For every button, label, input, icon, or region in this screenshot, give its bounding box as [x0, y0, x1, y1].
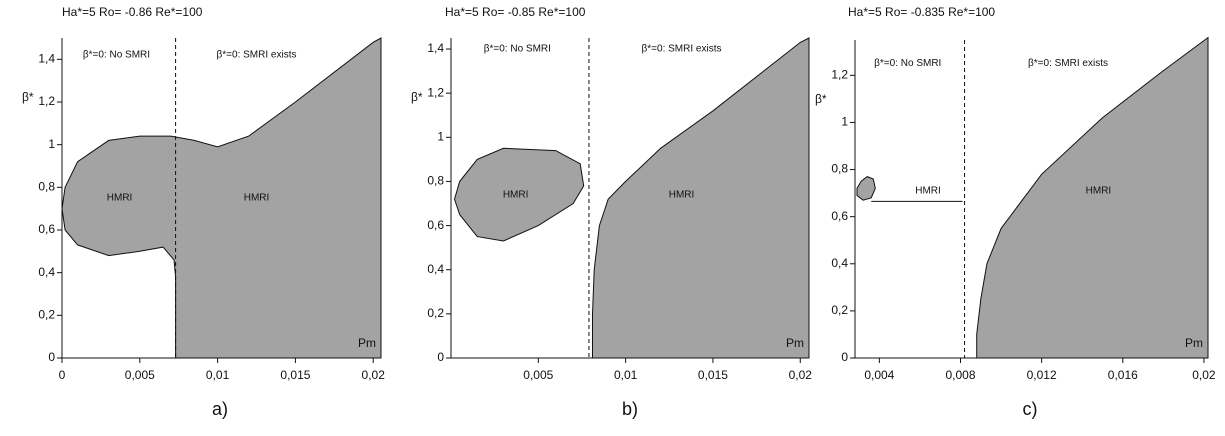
y-tick-label: 0 [48, 350, 55, 364]
y-tick-label: 1,2 [38, 94, 55, 108]
y-tick-label: 0 [841, 350, 848, 364]
x-tick-label: 0,02 [789, 368, 813, 382]
y-tick-label: 0,2 [427, 306, 444, 320]
x-tick-label: 0,005 [523, 368, 553, 382]
x-tick-label: 0,02 [362, 368, 386, 382]
annotation: HMRI [1086, 185, 1112, 196]
y-tick-label: 0,8 [427, 174, 444, 188]
y-tick-label: 1,2 [831, 68, 848, 82]
panel-label: c) [1023, 399, 1038, 419]
region [592, 37, 810, 359]
annotation: HMRI [915, 185, 941, 196]
y-tick-label: 0,4 [427, 262, 444, 276]
panel-label: b) [622, 399, 638, 419]
x-tick-label: 0,012 [1027, 368, 1057, 382]
x-tick-label: 0,02 [1192, 368, 1216, 382]
y-tick-label: 1,4 [38, 52, 55, 66]
x-tick-label: 0 [59, 368, 66, 382]
y-tick-label: 0,8 [38, 180, 55, 194]
y-tick-label: 0,8 [831, 162, 848, 176]
x-tick-label: 0,015 [280, 368, 310, 382]
y-label: β* [22, 90, 34, 104]
annotation: HMRI [503, 189, 529, 200]
y-tick-label: 0,2 [38, 308, 55, 322]
y-tick-label: 0,6 [38, 222, 55, 236]
y-tick-label: 0,4 [831, 256, 848, 270]
x-tick-label: 0,01 [206, 368, 230, 382]
x-tick-label: 0,008 [945, 368, 975, 382]
annotation: HMRI [107, 193, 133, 204]
region [61, 37, 382, 359]
annotation: HMRI [244, 193, 270, 204]
annotation: β*=0: No SMRI [83, 50, 150, 61]
x-tick-label: 0,016 [1108, 368, 1138, 382]
region [453, 147, 585, 242]
annotation: β*=0: SMRI exists [642, 44, 722, 55]
x-tick-label: 0,015 [698, 368, 728, 382]
x-label: Pm [1185, 336, 1203, 350]
title: Ha*=5 Ro= -0.85 Re*=100 [445, 5, 586, 19]
annotation: β*=0: No SMRI [484, 44, 551, 55]
x-tick-label: 0,004 [864, 368, 894, 382]
y-tick-label: 0 [437, 350, 444, 364]
annotation: HMRI [669, 189, 695, 200]
y-tick-label: 0,4 [38, 265, 55, 279]
annotation: β*=0: SMRI exists [217, 50, 297, 61]
x-label: Pm [786, 336, 804, 350]
y-tick-label: 1,2 [427, 85, 444, 99]
annotation: β*=0: SMRI exists [1028, 58, 1108, 69]
y-tick-label: 0,2 [831, 303, 848, 317]
panel-label: a) [212, 399, 228, 419]
x-label: Pm [358, 336, 376, 350]
y-tick-label: 1 [48, 137, 55, 151]
y-tick-label: 0,6 [831, 209, 848, 223]
title: Ha*=5 Ro= -0.86 Re*=100 [62, 5, 203, 19]
y-tick-label: 0,6 [427, 218, 444, 232]
region [976, 36, 1209, 359]
title: Ha*=5 Ro= -0.835 Re*=100 [848, 5, 995, 19]
y-label: β* [815, 92, 827, 106]
annotation: β*=0: No SMRI [874, 58, 941, 69]
y-tick-label: 1 [437, 129, 444, 143]
y-label: β* [411, 90, 423, 104]
x-tick-label: 0,01 [614, 368, 638, 382]
y-tick-label: 1 [841, 115, 848, 129]
region [856, 176, 876, 201]
x-tick-label: 0,005 [125, 368, 155, 382]
y-tick-label: 1,4 [427, 41, 444, 55]
